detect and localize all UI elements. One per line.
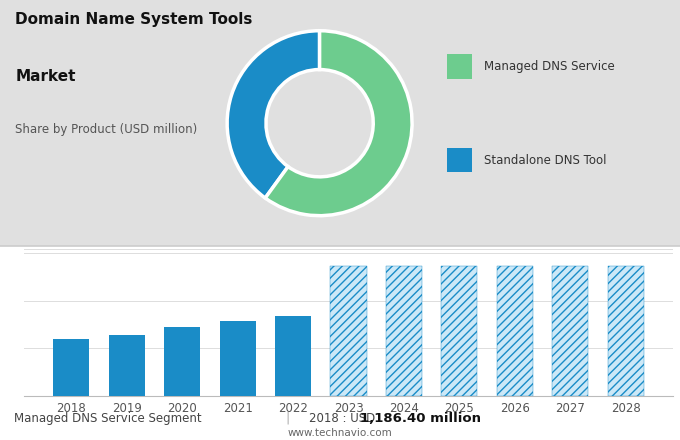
Text: Market: Market <box>16 69 76 84</box>
Bar <box>53 340 89 396</box>
Bar <box>220 321 256 396</box>
Bar <box>447 148 472 172</box>
Text: Standalone DNS Tool: Standalone DNS Tool <box>484 154 607 167</box>
Text: Domain Name System Tools: Domain Name System Tools <box>16 12 253 27</box>
Wedge shape <box>227 31 320 198</box>
Bar <box>109 335 145 396</box>
Wedge shape <box>265 31 412 216</box>
Bar <box>552 266 588 396</box>
Text: Managed DNS Service Segment: Managed DNS Service Segment <box>14 411 201 425</box>
Bar <box>164 327 200 396</box>
Text: Managed DNS Service: Managed DNS Service <box>484 60 615 73</box>
Bar <box>497 266 533 396</box>
Text: Share by Product (USD million): Share by Product (USD million) <box>16 123 198 136</box>
Bar <box>330 266 367 396</box>
Bar <box>441 266 477 396</box>
Bar <box>275 316 311 396</box>
Text: 2018 : USD: 2018 : USD <box>309 411 379 425</box>
Bar <box>386 266 422 396</box>
Text: 1,186.40 million: 1,186.40 million <box>360 411 481 425</box>
Text: www.technavio.com: www.technavio.com <box>288 428 392 438</box>
Text: |: | <box>286 411 290 425</box>
Bar <box>608 266 644 396</box>
Bar <box>447 54 472 79</box>
